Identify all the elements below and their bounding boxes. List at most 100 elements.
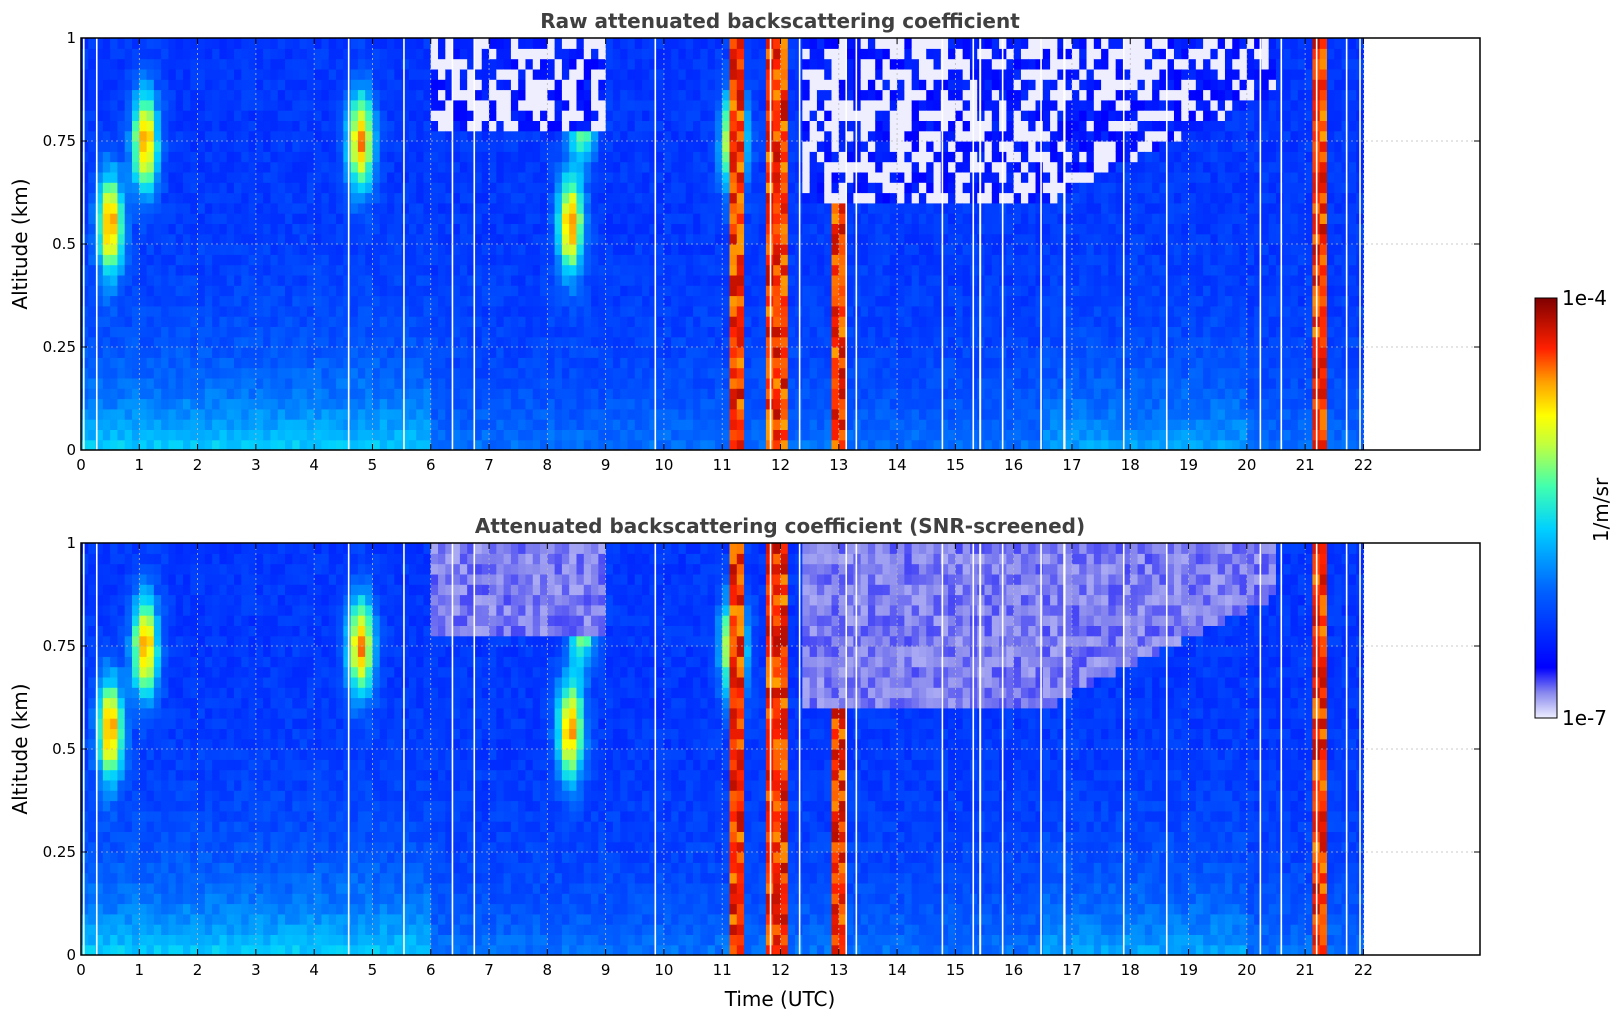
heatmap-cell <box>408 254 417 266</box>
heatmap-cell <box>838 89 847 101</box>
heatmap-cell <box>102 429 111 441</box>
heatmap-cell <box>489 367 497 379</box>
heatmap-cell <box>751 419 760 430</box>
heatmap-cell <box>95 141 104 152</box>
heatmap-cell <box>955 305 964 317</box>
heatmap-cell <box>897 48 905 60</box>
heatmap-cell <box>802 223 811 235</box>
heatmap-cell <box>838 38 847 49</box>
heatmap-cell <box>926 233 935 245</box>
heatmap-cell <box>714 89 723 101</box>
heatmap-cell <box>525 377 534 389</box>
heatmap-cell <box>838 151 847 163</box>
heatmap-cell <box>292 419 301 430</box>
heatmap-cell <box>591 285 599 297</box>
heatmap-cell <box>605 398 614 410</box>
heatmap-cell <box>569 326 578 338</box>
heatmap-cell <box>110 367 119 379</box>
heatmap-cell <box>933 336 942 348</box>
heatmap-cell <box>263 264 272 276</box>
heatmap-cell <box>904 419 913 430</box>
heatmap-cell <box>306 120 315 132</box>
heatmap-cell <box>933 161 942 173</box>
heatmap-cell <box>860 213 869 224</box>
heatmap-cell <box>547 326 556 338</box>
heatmap-cell <box>474 141 483 152</box>
heatmap-cell <box>146 171 155 183</box>
heatmap-cell <box>474 171 483 183</box>
heatmap-cell <box>175 388 184 400</box>
heatmap-cell <box>481 151 490 163</box>
heatmap-cell <box>853 161 862 173</box>
heatmap-cell <box>816 233 825 245</box>
heatmap-cell <box>146 213 155 224</box>
heatmap-cell <box>940 182 949 194</box>
heatmap-cell <box>744 99 752 111</box>
heatmap-cell <box>219 285 228 297</box>
heatmap-cell <box>816 120 825 132</box>
heatmap-cell <box>773 244 782 255</box>
heatmap-cell <box>175 48 184 60</box>
heatmap-cell <box>714 264 723 276</box>
heatmap-cell <box>853 254 862 266</box>
heatmap-cell <box>532 398 541 410</box>
heatmap-cell <box>175 182 184 194</box>
heatmap-cell <box>132 171 140 183</box>
heatmap-cell <box>897 244 905 255</box>
heatmap-cell <box>693 79 701 91</box>
heatmap-cell <box>445 295 454 307</box>
heatmap-cell <box>693 377 701 389</box>
heatmap-cell <box>911 99 920 111</box>
heatmap-cell <box>328 48 337 60</box>
heatmap-cell <box>299 130 308 142</box>
heatmap-cell <box>365 295 374 307</box>
heatmap-cell <box>671 244 680 255</box>
heatmap-cell <box>117 68 126 80</box>
heatmap-cell <box>649 367 658 379</box>
heatmap-cell <box>722 48 731 60</box>
heatmap-cell <box>204 99 213 111</box>
heatmap-cell <box>620 254 629 266</box>
heatmap-cell <box>853 367 862 379</box>
heatmap-cell <box>314 89 323 101</box>
heatmap-cell <box>387 347 395 358</box>
heatmap-cell <box>175 161 184 173</box>
heatmap-cell <box>882 233 891 245</box>
heatmap-cell <box>124 336 133 348</box>
heatmap-cell <box>445 38 454 49</box>
heatmap-cell <box>270 419 279 430</box>
heatmap-cell <box>132 398 140 410</box>
heatmap-cell <box>773 120 782 132</box>
heatmap-cell <box>88 99 97 111</box>
heatmap-cell <box>489 171 497 183</box>
heatmap-cell <box>401 58 410 70</box>
heatmap-cell <box>153 244 162 255</box>
heatmap-cell <box>926 295 935 307</box>
heatmap-cell <box>889 130 898 142</box>
heatmap-cell <box>736 192 745 204</box>
heatmap-cell <box>729 38 738 49</box>
heatmap-cell <box>161 161 170 173</box>
heatmap-cell <box>394 408 403 420</box>
heatmap-cell <box>95 38 104 49</box>
heatmap-cell <box>452 48 461 60</box>
heatmap-cell <box>197 58 206 70</box>
heatmap-cell <box>161 295 170 307</box>
heatmap-cell <box>481 419 490 430</box>
heatmap-cell <box>219 429 228 441</box>
heatmap-cell <box>321 408 330 420</box>
heatmap-cell <box>102 110 111 121</box>
heatmap-cell <box>824 316 833 327</box>
heatmap-cell <box>416 223 425 235</box>
heatmap-cell <box>365 305 374 317</box>
heatmap-cell <box>408 233 417 245</box>
heatmap-cell <box>809 439 818 450</box>
heatmap-cell <box>824 429 833 441</box>
heatmap-cell <box>314 244 323 255</box>
heatmap-cell <box>926 182 935 194</box>
heatmap-cell <box>634 48 643 60</box>
heatmap-cell <box>183 89 191 101</box>
heatmap-cell <box>583 398 592 410</box>
heatmap-cell <box>678 408 687 420</box>
heatmap-cell <box>336 171 344 183</box>
